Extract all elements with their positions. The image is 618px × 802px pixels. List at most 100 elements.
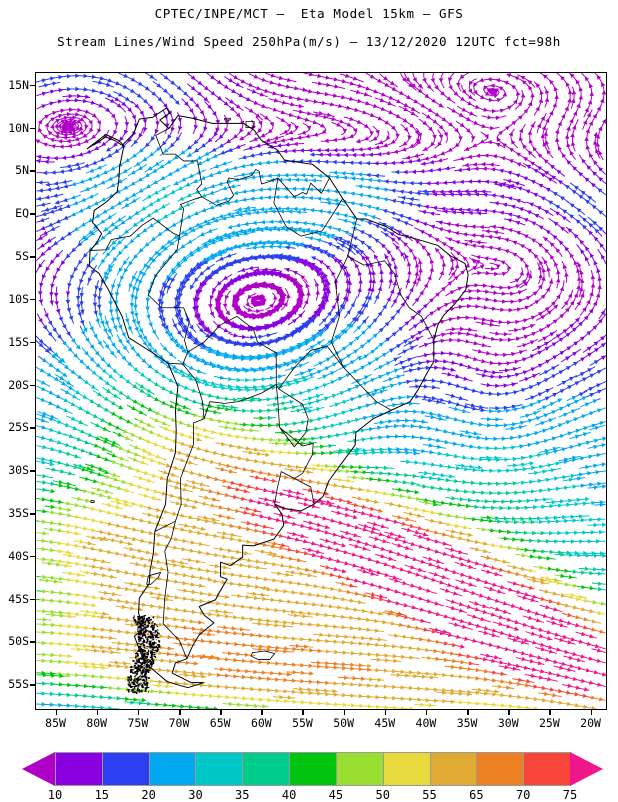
streamline-arrow	[351, 176, 356, 181]
streamline-arrow	[546, 230, 551, 234]
streamline-arrow	[267, 472, 272, 476]
streamline-arrow	[336, 634, 341, 639]
streamline-arrow	[132, 537, 137, 541]
streamline-arrow	[292, 476, 297, 480]
streamline-arrow	[484, 256, 489, 261]
streamline	[313, 634, 387, 640]
streamline-arrow	[359, 177, 364, 182]
streamline-arrow	[293, 142, 298, 147]
streamline-arrow	[285, 220, 290, 225]
streamline-arrow	[520, 421, 525, 425]
streamline-arrow	[291, 148, 296, 153]
streamline-arrow	[429, 476, 434, 481]
streamline-arrow	[580, 456, 585, 460]
streamline-arrow	[347, 272, 351, 277]
streamline-arrow	[502, 499, 507, 504]
streamline-arrow	[300, 478, 305, 482]
streamline-arrow	[345, 507, 350, 511]
streamline-arrow	[173, 235, 178, 239]
streamline-arrow	[67, 703, 72, 708]
streamline-arrow	[589, 518, 594, 522]
streamline-arrow	[164, 510, 169, 514]
streamline-arrow	[176, 691, 181, 695]
streamline-arrow	[499, 285, 504, 290]
streamline-arrow	[392, 180, 397, 185]
streamline-arrow	[339, 422, 344, 426]
streamline-arrow	[79, 179, 84, 183]
streamline-arrow	[492, 109, 497, 113]
streamline-arrow	[59, 631, 64, 635]
streamline-arrow	[52, 111, 57, 115]
streamline-arrow	[341, 136, 346, 140]
streamline-arrow	[565, 185, 570, 189]
streamline	[197, 276, 215, 335]
streamline-arrow	[507, 530, 512, 534]
streamline-arrow	[222, 580, 227, 584]
streamline-arrow	[501, 156, 506, 160]
streamline-arrow	[498, 469, 503, 474]
streamline-arrow	[410, 524, 415, 528]
streamline-arrow	[457, 352, 462, 356]
streamline-arrow	[556, 294, 560, 299]
streamline-arrow	[563, 539, 568, 543]
streamline-arrow	[473, 468, 478, 473]
streamline-arrow	[396, 472, 401, 477]
streamline-arrow	[226, 139, 231, 143]
streamline-arrow	[175, 595, 180, 599]
streamline-arrow	[552, 591, 557, 595]
streamline-arrow	[477, 289, 482, 293]
streamline-arrow	[359, 683, 364, 688]
streamline-arrow	[442, 699, 447, 704]
streamline-arrow	[52, 81, 57, 85]
streamline-arrow	[115, 551, 120, 555]
streamline-arrow	[281, 430, 286, 435]
streamline-arrow	[396, 410, 401, 415]
streamline-arrow	[267, 173, 272, 177]
streamline-arrow	[49, 292, 54, 297]
streamline-arrow	[359, 651, 364, 655]
streamline-arrow	[100, 705, 105, 709]
streamline-arrow	[415, 378, 420, 382]
streamline-arrow	[157, 542, 162, 546]
streamline-arrow	[432, 396, 437, 400]
streamline-arrow	[150, 679, 155, 683]
streamline-arrow	[310, 152, 315, 157]
streamline-arrow	[573, 583, 578, 587]
streamline-arrow	[58, 541, 63, 545]
streamline-arrow	[351, 651, 356, 655]
streamline-arrow	[471, 244, 476, 248]
streamline-arrow	[440, 398, 445, 402]
streamline-arrow	[313, 451, 317, 456]
streamline-arrow	[90, 344, 95, 349]
streamline-arrow	[504, 457, 509, 461]
streamline-arrow	[268, 244, 273, 249]
streamline-arrow	[133, 665, 138, 670]
streamline-arrow	[217, 673, 222, 678]
streamline-arrow	[50, 520, 55, 524]
streamline-arrow	[566, 503, 571, 507]
streamline-arrow	[170, 448, 175, 452]
streamline-arrow	[491, 167, 496, 171]
streamline-arrow	[75, 632, 80, 637]
streamline-arrow	[189, 529, 194, 533]
streamline-arrow	[142, 666, 147, 670]
streamline-arrow	[358, 203, 363, 207]
streamline-arrow	[351, 216, 356, 220]
streamline-arrow	[494, 572, 499, 576]
streamline-arrow	[75, 683, 80, 688]
streamline-arrow	[344, 432, 349, 436]
streamline-arrow	[587, 642, 592, 646]
streamline-arrow	[250, 153, 255, 157]
streamline-arrow	[440, 379, 445, 383]
streamline-arrow	[300, 621, 305, 625]
streamline-arrow	[409, 655, 414, 659]
streamline-arrow	[172, 511, 177, 515]
streamline-arrow	[166, 594, 171, 598]
streamline-arrow	[68, 168, 73, 172]
streamline-arrow	[44, 207, 49, 211]
streamline-arrow	[499, 169, 504, 173]
streamline	[427, 530, 451, 536]
streamline-arrow	[253, 670, 258, 675]
streamline-arrow	[83, 526, 88, 530]
streamline-arrow	[54, 293, 59, 298]
